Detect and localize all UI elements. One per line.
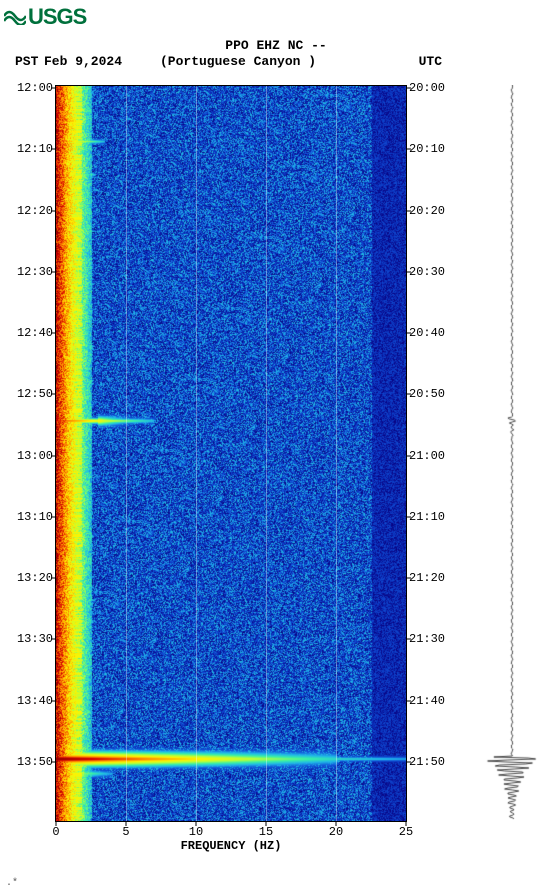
y-tick-left: 12:40 <box>17 326 53 340</box>
y-tick-left: 12:10 <box>17 142 53 156</box>
y-tick-right: 21:30 <box>409 632 445 646</box>
y-tick-right: 20:00 <box>409 81 445 95</box>
chart-title: PPO EHZ NC -- <box>0 38 552 53</box>
station-location: (Portuguese Canyon ) <box>160 54 316 69</box>
y-tick-left: 12:50 <box>17 387 53 401</box>
y-tick-left: 12:20 <box>17 204 53 218</box>
x-tick: 15 <box>259 825 273 839</box>
x-axis-label: FREQUENCY (HZ) <box>181 839 282 853</box>
x-tick: 10 <box>189 825 203 839</box>
y-tick-left: 13:30 <box>17 632 53 646</box>
tz-left-label: PST <box>15 54 38 69</box>
y-tick-right: 20:50 <box>409 387 445 401</box>
usgs-wave-icon <box>4 5 26 31</box>
y-tick-left: 12:00 <box>17 81 53 95</box>
seismogram-plot <box>482 85 542 820</box>
grid-line <box>336 86 337 821</box>
y-tick-left: 13:20 <box>17 571 53 585</box>
tz-right-label: UTC <box>419 54 442 69</box>
y-tick-right: 20:40 <box>409 326 445 340</box>
y-tick-right: 20:30 <box>409 265 445 279</box>
y-tick-left: 13:10 <box>17 510 53 524</box>
x-tick: 5 <box>122 825 129 839</box>
y-tick-right: 21:10 <box>409 510 445 524</box>
x-tick: 0 <box>52 825 59 839</box>
y-tick-right: 20:20 <box>409 204 445 218</box>
spectrogram-plot: 12:0012:1012:2012:3012:4012:5013:0013:10… <box>55 85 407 822</box>
grid-line <box>266 86 267 821</box>
y-tick-left: 13:50 <box>17 755 53 769</box>
seismogram-canvas <box>482 85 542 820</box>
y-tick-right: 21:00 <box>409 449 445 463</box>
y-tick-left: 12:30 <box>17 265 53 279</box>
y-tick-right: 21:20 <box>409 571 445 585</box>
y-tick-left: 13:00 <box>17 449 53 463</box>
date-label: Feb 9,2024 <box>44 54 122 69</box>
y-tick-right: 20:10 <box>409 142 445 156</box>
x-tick: 25 <box>399 825 413 839</box>
y-tick-left: 13:40 <box>17 694 53 708</box>
x-tick: 20 <box>329 825 343 839</box>
y-tick-right: 21:50 <box>409 755 445 769</box>
y-tick-right: 21:40 <box>409 694 445 708</box>
page-root: USGS PPO EHZ NC -- PST Feb 9,2024 (Portu… <box>0 0 552 893</box>
grid-line <box>126 86 127 821</box>
spectrogram-canvas <box>56 86 406 821</box>
grid-line <box>196 86 197 821</box>
usgs-logo-text: USGS <box>28 4 86 29</box>
footer-mark: .* <box>6 878 18 889</box>
usgs-logo: USGS <box>4 4 86 31</box>
